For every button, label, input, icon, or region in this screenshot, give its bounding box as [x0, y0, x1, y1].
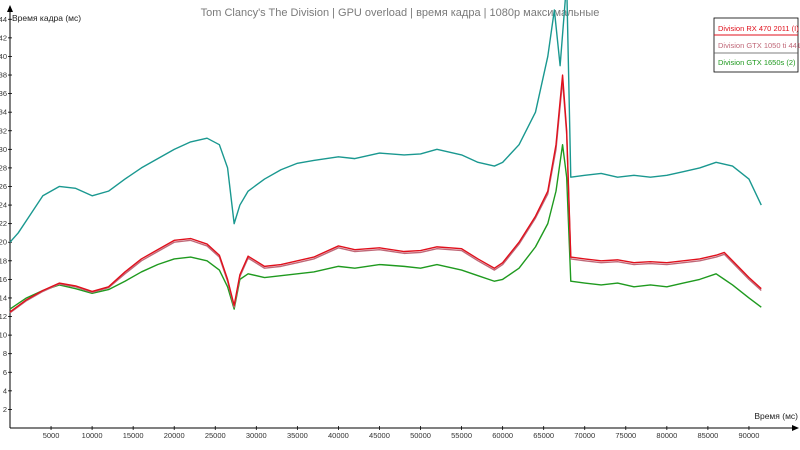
- legend: Division RX 470 2011 (I) Division GTX 10…: [713, 17, 800, 73]
- x-tick-label: 65000: [533, 431, 554, 440]
- y-tick-label: 20: [0, 238, 7, 247]
- y-tick-label: 26: [0, 182, 7, 191]
- x-tick-label: 45000: [369, 431, 390, 440]
- series-layer: [9, 0, 762, 314]
- x-axis-ticks: 5000 10000 15000 20000 25000 30000 35000 40000 4…: [43, 426, 760, 440]
- y-tick-label: 8: [3, 349, 7, 358]
- x-tick-label: 10000: [82, 431, 103, 440]
- y-tick-label: 18: [0, 256, 7, 265]
- y-tick-label: 42: [0, 33, 7, 42]
- x-tick-label: 20000: [164, 431, 185, 440]
- y-tick-label: 2: [3, 405, 7, 414]
- x-tick-label: 80000: [656, 431, 677, 440]
- y-tick-label: 34: [0, 108, 7, 117]
- x-tick-label: 40000: [328, 431, 349, 440]
- y-tick-label: 36: [0, 89, 7, 98]
- series-line-3: [9, 143, 762, 310]
- x-tick-label: 55000: [451, 431, 472, 440]
- x-tick-label: 50000: [410, 431, 431, 440]
- x-tick-label: 85000: [697, 431, 718, 440]
- legend-entry-gtx1650s: Division GTX 1650s (2): [718, 58, 796, 67]
- x-tick-label: 75000: [615, 431, 636, 440]
- y-tick-label: 32: [0, 126, 7, 135]
- y-tick-label: 44: [0, 15, 7, 24]
- y-tick-label: 22: [0, 219, 7, 228]
- y-tick-label: 38: [0, 71, 7, 80]
- x-tick-label: 35000: [287, 431, 308, 440]
- y-tick-label: 12: [0, 312, 7, 321]
- series-line-4: [9, 0, 762, 243]
- legend-box: [713, 17, 799, 73]
- y-tick-label: 40: [0, 52, 7, 61]
- y-tick-label: 6: [3, 368, 7, 377]
- y-axis-arrow-icon: [7, 5, 13, 12]
- x-tick-label: 5000: [43, 431, 60, 440]
- legend-entry-gtx1050ti: Division GTX 1050 ti 441.87 (I): [718, 41, 800, 50]
- y-tick-label: 4: [3, 386, 7, 395]
- x-tick-label: 25000: [205, 431, 226, 440]
- chart-title: Tom Clancy's The Division | GPU overload…: [201, 7, 600, 19]
- y-tick-label: 14: [0, 293, 7, 302]
- y-tick-label: 24: [0, 201, 7, 210]
- x-tick-label: 70000: [574, 431, 595, 440]
- x-axis-label: Время (мс): [754, 411, 798, 421]
- y-tick-label: 30: [0, 145, 7, 154]
- y-tick-label: 28: [0, 163, 7, 172]
- series-line-2: [9, 79, 762, 314]
- x-axis-arrow-icon: [792, 425, 799, 431]
- x-tick-label: 90000: [739, 431, 760, 440]
- y-axis-label: Время кадра (мс): [12, 13, 81, 23]
- x-tick-label: 60000: [492, 431, 513, 440]
- x-tick-label: 15000: [123, 431, 144, 440]
- series-line-1: [9, 74, 762, 313]
- y-tick-label: 10: [0, 331, 7, 340]
- y-tick-label: 16: [0, 275, 7, 284]
- legend-entry-rx470: Division RX 470 2011 (I): [718, 24, 799, 33]
- x-tick-label: 30000: [246, 431, 267, 440]
